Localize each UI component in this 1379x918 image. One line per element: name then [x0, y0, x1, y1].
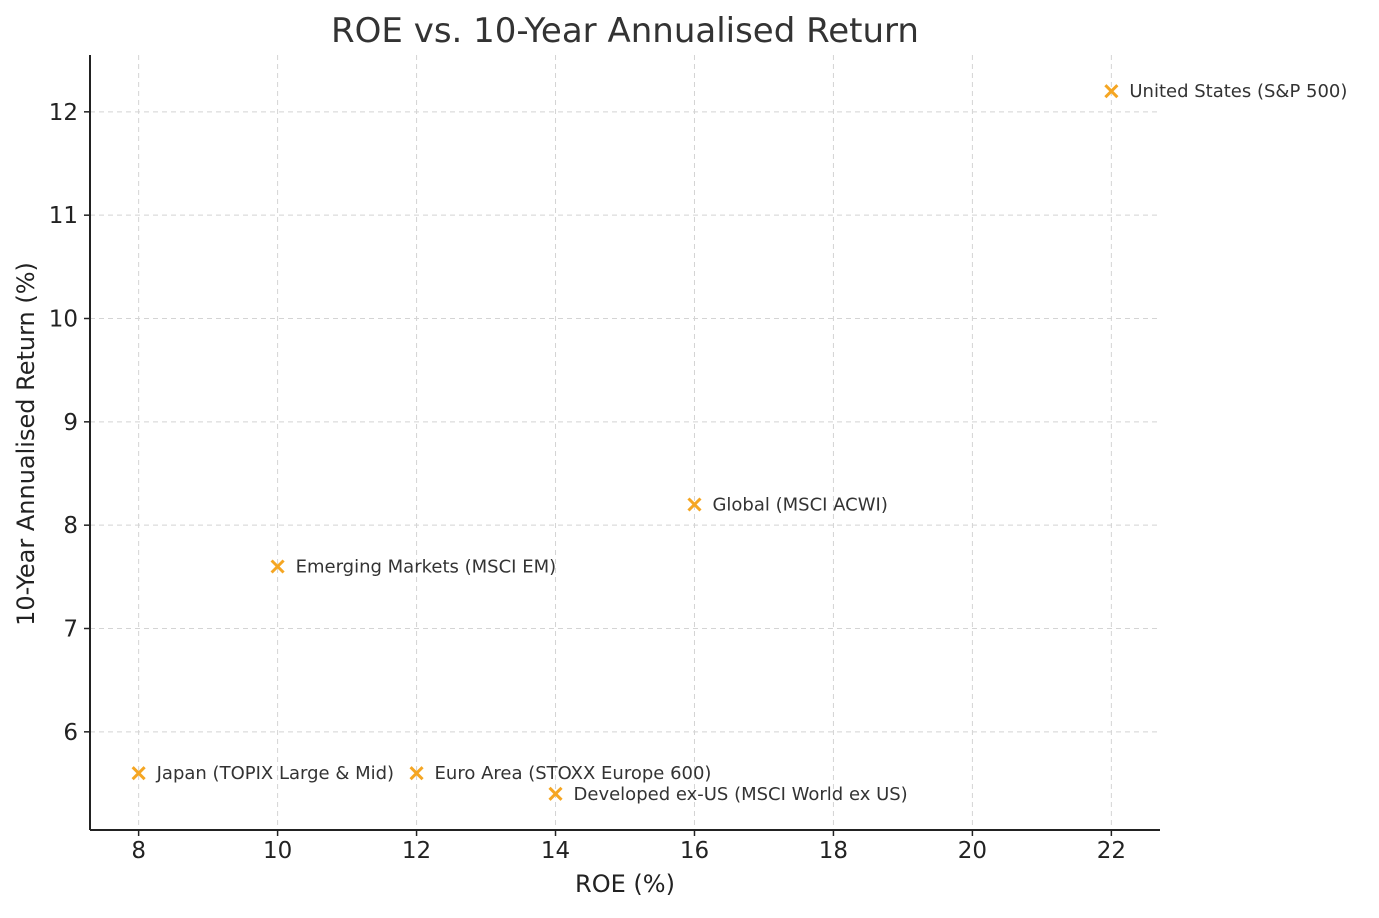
point-label: Emerging Markets (MSCI EM)	[296, 557, 557, 578]
point-label: Euro Area (STOXX Europe 600)	[435, 763, 712, 784]
point-label: United States (S&P 500)	[1129, 81, 1347, 102]
x-tick-label: 10	[263, 838, 292, 864]
x-tick-label: 20	[958, 838, 987, 864]
scatter-point	[1104, 84, 1119, 99]
x-tick-label: 12	[402, 838, 431, 864]
scatter-point	[131, 766, 146, 781]
data-points: United States (S&P 500) Global (MSCI ACWI…	[131, 81, 1347, 805]
x-tick-label: 22	[1097, 838, 1126, 864]
y-tick-label: 9	[63, 410, 78, 436]
scatter-point	[270, 559, 285, 574]
x-tick-label: 14	[541, 838, 570, 864]
tick-labels: 8 10 12 14 16 18 20 22 6 7 8 9 10 11 12	[49, 100, 1126, 864]
point-label: Japan (TOPIX Large & Mid)	[156, 763, 394, 784]
grid	[90, 55, 1160, 830]
chart-title: ROE vs. 10-Year Annualised Return	[331, 11, 919, 51]
scatter-point	[409, 766, 424, 781]
x-axis-label: ROE (%)	[575, 870, 675, 898]
point-label: Developed ex-US (MSCI World ex US)	[574, 784, 908, 805]
scatter-point	[548, 786, 563, 801]
y-tick-label: 11	[49, 203, 78, 229]
y-tick-label: 12	[49, 100, 78, 126]
axes	[89, 55, 1160, 831]
point-label: Global (MSCI ACWI)	[712, 495, 887, 516]
x-tick-label: 16	[680, 838, 709, 864]
y-tick-label: 10	[49, 307, 78, 333]
x-tick-label: 18	[819, 838, 848, 864]
x-tick-label: 8	[131, 838, 146, 864]
y-tick-label: 7	[63, 617, 78, 643]
y-tick-label: 6	[63, 720, 78, 746]
scatter-point	[687, 497, 702, 512]
y-tick-label: 8	[63, 513, 78, 539]
y-axis-label: 10-Year Annualised Return (%)	[12, 262, 40, 626]
